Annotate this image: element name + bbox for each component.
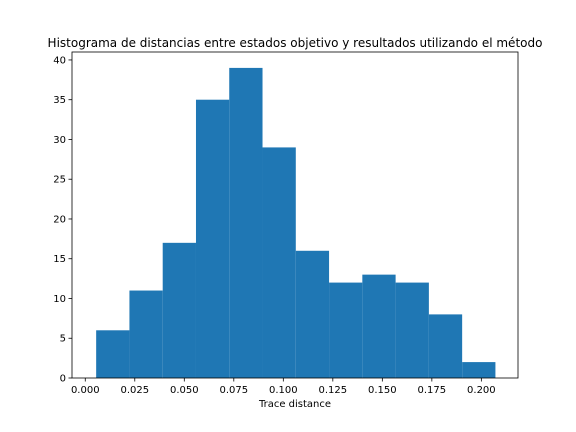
- x-tick-label: 0.150: [368, 385, 397, 396]
- y-tick-label: 30: [53, 135, 66, 146]
- histogram-bar: [362, 274, 396, 378]
- histogram-bar: [262, 147, 296, 378]
- y-tick-label: 35: [53, 95, 66, 106]
- bars-group: [96, 67, 496, 379]
- y-tick-label: 0: [60, 374, 66, 385]
- x-tick-label: 0.050: [170, 385, 199, 396]
- histogram-bar: [129, 290, 163, 378]
- y-tick-label: 20: [53, 214, 66, 225]
- x-tick-label: 0.025: [120, 385, 149, 396]
- x-tick-label: 0.000: [71, 385, 100, 396]
- x-tick-label: 0.100: [269, 385, 298, 396]
- y-tick-label: 10: [53, 294, 66, 305]
- histogram-bar: [295, 250, 330, 378]
- x-axis-label: Trace distance: [258, 399, 331, 410]
- chart-title: Histograma de distancias entre estados o…: [48, 36, 543, 50]
- plot-frame: [71, 51, 519, 379]
- x-tick-label: 0.175: [418, 385, 447, 396]
- histogram-bar: [96, 330, 130, 378]
- histogram-bar: [229, 67, 263, 378]
- histogram-bar: [462, 362, 496, 378]
- y-tick-label: 5: [60, 334, 66, 345]
- y-tick-label: 15: [53, 254, 66, 265]
- x-tick-label: 0.075: [219, 385, 248, 396]
- y-axis-ticks: 0 5 10 15 20 25 30 35 40: [53, 55, 72, 385]
- x-axis-ticks: 0.000 0.025 0.050 0.075 0.100 0.125 0.150 0.175…: [71, 378, 496, 396]
- histogram-bar: [395, 282, 429, 378]
- y-tick-label: 40: [53, 55, 66, 66]
- y-tick-label: 25: [53, 175, 66, 186]
- x-tick-label: 0.125: [319, 385, 348, 396]
- histogram-bar: [162, 242, 196, 378]
- histogram-bar: [428, 314, 463, 378]
- histogram-bar: [195, 99, 230, 379]
- x-tick-label: 0.200: [467, 385, 496, 396]
- histogram-bar: [329, 282, 363, 378]
